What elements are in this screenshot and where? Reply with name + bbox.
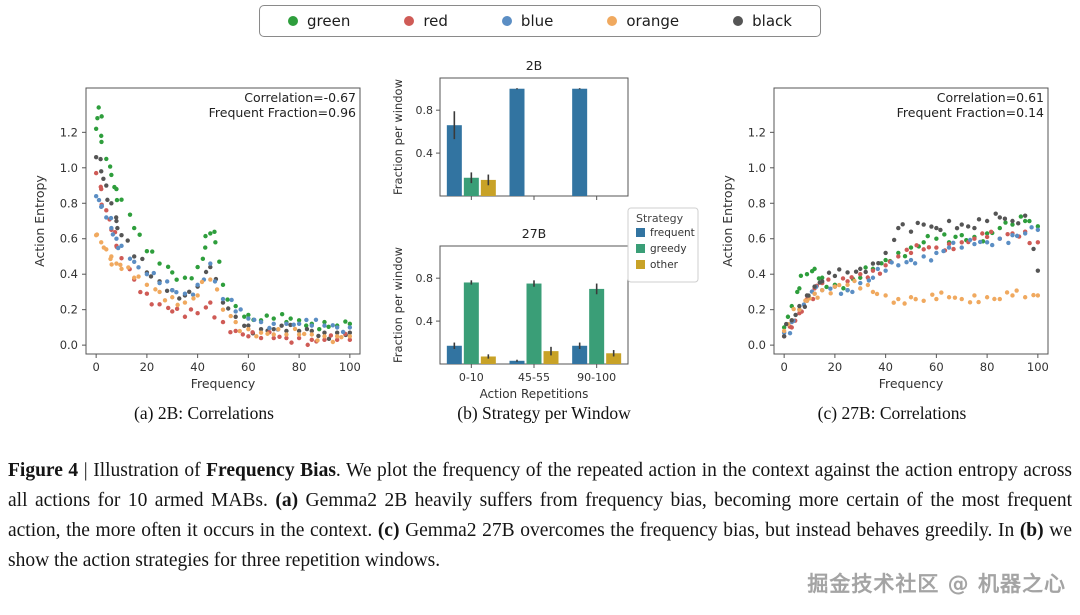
- legend-label: blue: [520, 12, 554, 30]
- caption-segment: we show the action strategies for three …: [8, 520, 1072, 571]
- caption-segment: Gemma2 27B overcomes the frequency bias,…: [399, 520, 1020, 541]
- panel-27b-correlations: 0 20 40 60 80 100 0.0 0.2 0.4 0.6 0.8 1.0 1.2 Frequen…: [716, 62, 1068, 424]
- panel-strategy-per-window: 2B 0.4 0.8 Fraction per window 27B 0.4 0.8 Frac…: [388, 56, 700, 424]
- svg-text:Frequency: Frequency: [191, 376, 256, 391]
- svg-text:0.4: 0.4: [748, 267, 766, 281]
- svg-text:0.0: 0.0: [748, 338, 766, 352]
- svg-text:40: 40: [878, 360, 893, 374]
- svg-text:other: other: [650, 259, 679, 271]
- bar-strategy-chart: 2B 0.4 0.8 Fraction per window 27B 0.4 0.8 Frac…: [391, 58, 699, 401]
- svg-text:1.0: 1.0: [748, 161, 766, 175]
- svg-text:greedy: greedy: [650, 243, 687, 255]
- legend-item-red: red: [404, 12, 448, 30]
- legend-color-dot: [288, 16, 299, 26]
- svg-text:Frequency: Frequency: [879, 376, 944, 391]
- svg-text:80: 80: [980, 360, 995, 374]
- caption-segment: (a): [275, 490, 299, 511]
- legend-item-black: black: [733, 12, 792, 30]
- svg-text:0.4: 0.4: [416, 315, 434, 328]
- svg-text:Correlation=-0.67: Correlation=-0.67: [244, 90, 356, 105]
- svg-text:Fraction per window: Fraction per window: [391, 79, 405, 195]
- scatter-2b-chart: 0 20 40 60 80 100 0.0 0.2 0.4 0.6 0.8 1.0 1.2 Frequen…: [32, 87, 361, 391]
- legend-color-dot: [733, 16, 744, 26]
- svg-text:0.8: 0.8: [416, 272, 434, 285]
- svg-text:60: 60: [929, 360, 944, 374]
- svg-text:1.2: 1.2: [60, 125, 78, 139]
- svg-text:80: 80: [292, 360, 307, 374]
- svg-text:Action Entropy: Action Entropy: [720, 175, 735, 267]
- watermark: 掘金技术社区 @ 机器之心: [807, 572, 1066, 596]
- legend-color-dot: [501, 16, 512, 26]
- svg-text:Strategy: Strategy: [636, 212, 684, 225]
- svg-text:0.8: 0.8: [416, 104, 434, 117]
- svg-text:0.4: 0.4: [416, 147, 434, 160]
- legend-color-dot: [607, 16, 618, 26]
- svg-text:0-10: 0-10: [459, 371, 484, 384]
- subcaption-b: (b) Strategy per Window: [457, 403, 631, 423]
- figure-caption: Figure 4 | Illustration of Frequency Bia…: [8, 456, 1072, 576]
- legend-label: green: [307, 12, 351, 30]
- svg-text:0.2: 0.2: [748, 303, 766, 317]
- legend-label: black: [752, 12, 792, 30]
- caption-segment: (b): [1019, 520, 1044, 541]
- svg-text:2B: 2B: [526, 58, 543, 73]
- legend-item-orange: orange: [607, 12, 679, 30]
- svg-text:0.0: 0.0: [60, 338, 78, 352]
- svg-text:0.6: 0.6: [60, 232, 78, 246]
- svg-text:1.0: 1.0: [60, 161, 78, 175]
- caption-segment: Frequency Bias: [206, 460, 336, 481]
- caption-segment: Figure 4: [8, 460, 79, 481]
- legend-label: red: [423, 12, 448, 30]
- svg-text:0.8: 0.8: [60, 196, 78, 210]
- svg-text:20: 20: [140, 360, 155, 374]
- svg-text:Frequent Fraction=0.14: Frequent Fraction=0.14: [897, 105, 1044, 120]
- color-legend: green red blue orange black: [259, 5, 821, 37]
- svg-text:100: 100: [339, 360, 361, 374]
- svg-text:0: 0: [780, 360, 787, 374]
- svg-text:20: 20: [828, 360, 843, 374]
- svg-text:1.2: 1.2: [748, 125, 766, 139]
- caption-segment: . We plot the frequency of the repeated …: [8, 460, 1072, 511]
- caption-segment: | Illustration of: [78, 460, 207, 481]
- svg-text:60: 60: [241, 360, 256, 374]
- svg-text:0.8: 0.8: [748, 196, 766, 210]
- subcaption-a: (a) 2B: Correlations: [134, 403, 274, 423]
- caption-segment: (c): [377, 520, 400, 541]
- scatter-27b-chart: 0 20 40 60 80 100 0.0 0.2 0.4 0.6 0.8 1.0 1.2 Frequen…: [720, 87, 1049, 391]
- svg-text:frequent: frequent: [650, 227, 695, 239]
- svg-text:0.6: 0.6: [748, 232, 766, 246]
- subcaption-c: (c) 27B: Correlations: [817, 403, 967, 423]
- svg-text:Action Entropy: Action Entropy: [32, 175, 47, 267]
- svg-text:Fraction per window: Fraction per window: [391, 247, 405, 363]
- svg-text:27B: 27B: [522, 226, 546, 241]
- svg-text:0: 0: [92, 360, 99, 374]
- svg-text:40: 40: [190, 360, 205, 374]
- svg-text:Correlation=0.61: Correlation=0.61: [937, 90, 1044, 105]
- caption-segment: Gemma2 2B heavily suffers from frequency…: [8, 490, 1072, 541]
- svg-text:Action Repetitions: Action Repetitions: [480, 387, 589, 401]
- legend-label: orange: [626, 12, 680, 30]
- svg-text:100: 100: [1027, 360, 1049, 374]
- svg-text:0.4: 0.4: [60, 267, 78, 281]
- svg-text:0.2: 0.2: [60, 303, 78, 317]
- legend-item-blue: blue: [501, 12, 554, 30]
- legend-item-green: green: [288, 12, 350, 30]
- legend-color-dot: [404, 16, 415, 26]
- svg-text:90-100: 90-100: [577, 371, 616, 384]
- panel-2b-correlations: 0 20 40 60 80 100 0.0 0.2 0.4 0.6 0.8 1.0 1.2 Frequen…: [28, 62, 380, 424]
- svg-text:Frequent Fraction=0.96: Frequent Fraction=0.96: [209, 105, 356, 120]
- svg-text:45-55: 45-55: [518, 371, 550, 384]
